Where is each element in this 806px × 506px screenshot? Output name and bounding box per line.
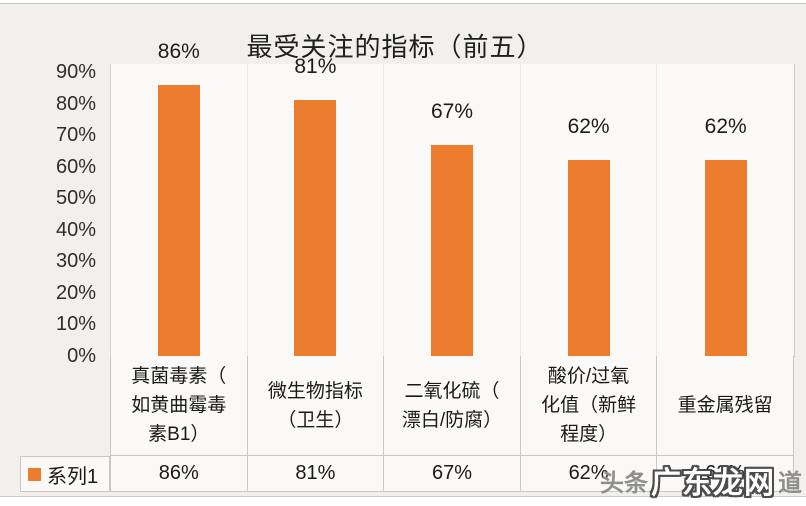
watermark: 头条 广东龙网 道	[600, 460, 802, 500]
category-label-mycotoxin: 真菌毒素（ 如黄曲霉毒 素B1）	[111, 356, 248, 456]
y-axis-tick-label: 40%	[55, 218, 96, 241]
bar-value-label: 86%	[157, 39, 200, 63]
y-axis-tick-label: 20%	[55, 281, 96, 304]
watermark-suffix: 道	[778, 469, 802, 497]
plot-area: 86% 81% 67% 62% 62%	[110, 40, 795, 357]
data-table-value-row: 86% 81% 67% 62% 62%	[110, 456, 794, 492]
table-value-microbial: 81%	[247, 456, 385, 492]
category-label-microbial: 微生物指标 （卫生）	[247, 356, 385, 456]
table-value-heavy-metal: 62%	[657, 456, 794, 492]
y-axis-tick-label: 80%	[55, 92, 96, 115]
chart-title: 最受关注的指标（前五）	[246, 32, 544, 62]
y-axis-tick-label: 90%	[55, 61, 96, 83]
y-axis-tick-label: 50%	[55, 187, 96, 210]
y-axis-tick-label: 0%	[67, 345, 96, 367]
bar-sulfur-dioxide	[430, 144, 473, 356]
bar-slot-1: 86%	[111, 40, 248, 356]
bar-slot-5: 62%	[657, 64, 794, 356]
series1-legend-label: 系列1	[47, 465, 99, 488]
table-value-sulfur-dioxide: 67%	[384, 456, 521, 492]
table-value-acid-peroxide: 62%	[520, 456, 658, 492]
watermark-prefix: 头条	[600, 469, 648, 497]
bar-slot-3: 67%	[384, 64, 521, 356]
category-label-acid-peroxide: 酸价/过氧 化值（新鲜 程度）	[520, 356, 658, 456]
bar-heavy-metal	[704, 160, 747, 356]
y-axis-tick-label: 30%	[55, 250, 96, 273]
watermark-brand: 广东龙网	[651, 467, 775, 500]
legend-cell: 系列1	[20, 456, 110, 492]
table-value-mycotoxin: 86%	[111, 456, 248, 492]
bar-value-label: 81%	[294, 55, 337, 79]
bar-mycotoxin	[157, 84, 200, 356]
category-label-heavy-metal: 重金属残留	[657, 356, 794, 456]
bar-value-label: 62%	[567, 115, 610, 139]
y-axis-tick-label: 60%	[55, 155, 96, 178]
category-label-sulfur-dioxide: 二氧化硫（ 漂白/防腐）	[384, 356, 521, 456]
y-axis-tick-label: 70%	[55, 124, 96, 147]
bar-slot-4: 62%	[521, 64, 658, 356]
y-axis-tick-label: 10%	[55, 313, 96, 336]
bar-value-label: 62%	[704, 115, 747, 139]
bar-microbial	[294, 100, 337, 356]
bar-value-label: 67%	[430, 99, 473, 123]
bar-slot-2: 81%	[248, 56, 385, 356]
chart-frame: 最受关注的指标（前五） 0% 10% 20% 30% 40% 50% 60% 70% 80% 90…	[0, 3, 806, 500]
y-axis: 0% 10% 20% 30% 40% 50% 60% 70% 80% 90%	[0, 61, 96, 367]
bar-acid-peroxide	[567, 160, 610, 356]
category-row: 真菌毒素（ 如黄曲霉毒 素B1） 微生物指标 （卫生） 二氧化硫（ 漂白/防腐）…	[110, 356, 794, 456]
series1-legend-marker-icon	[28, 467, 41, 481]
